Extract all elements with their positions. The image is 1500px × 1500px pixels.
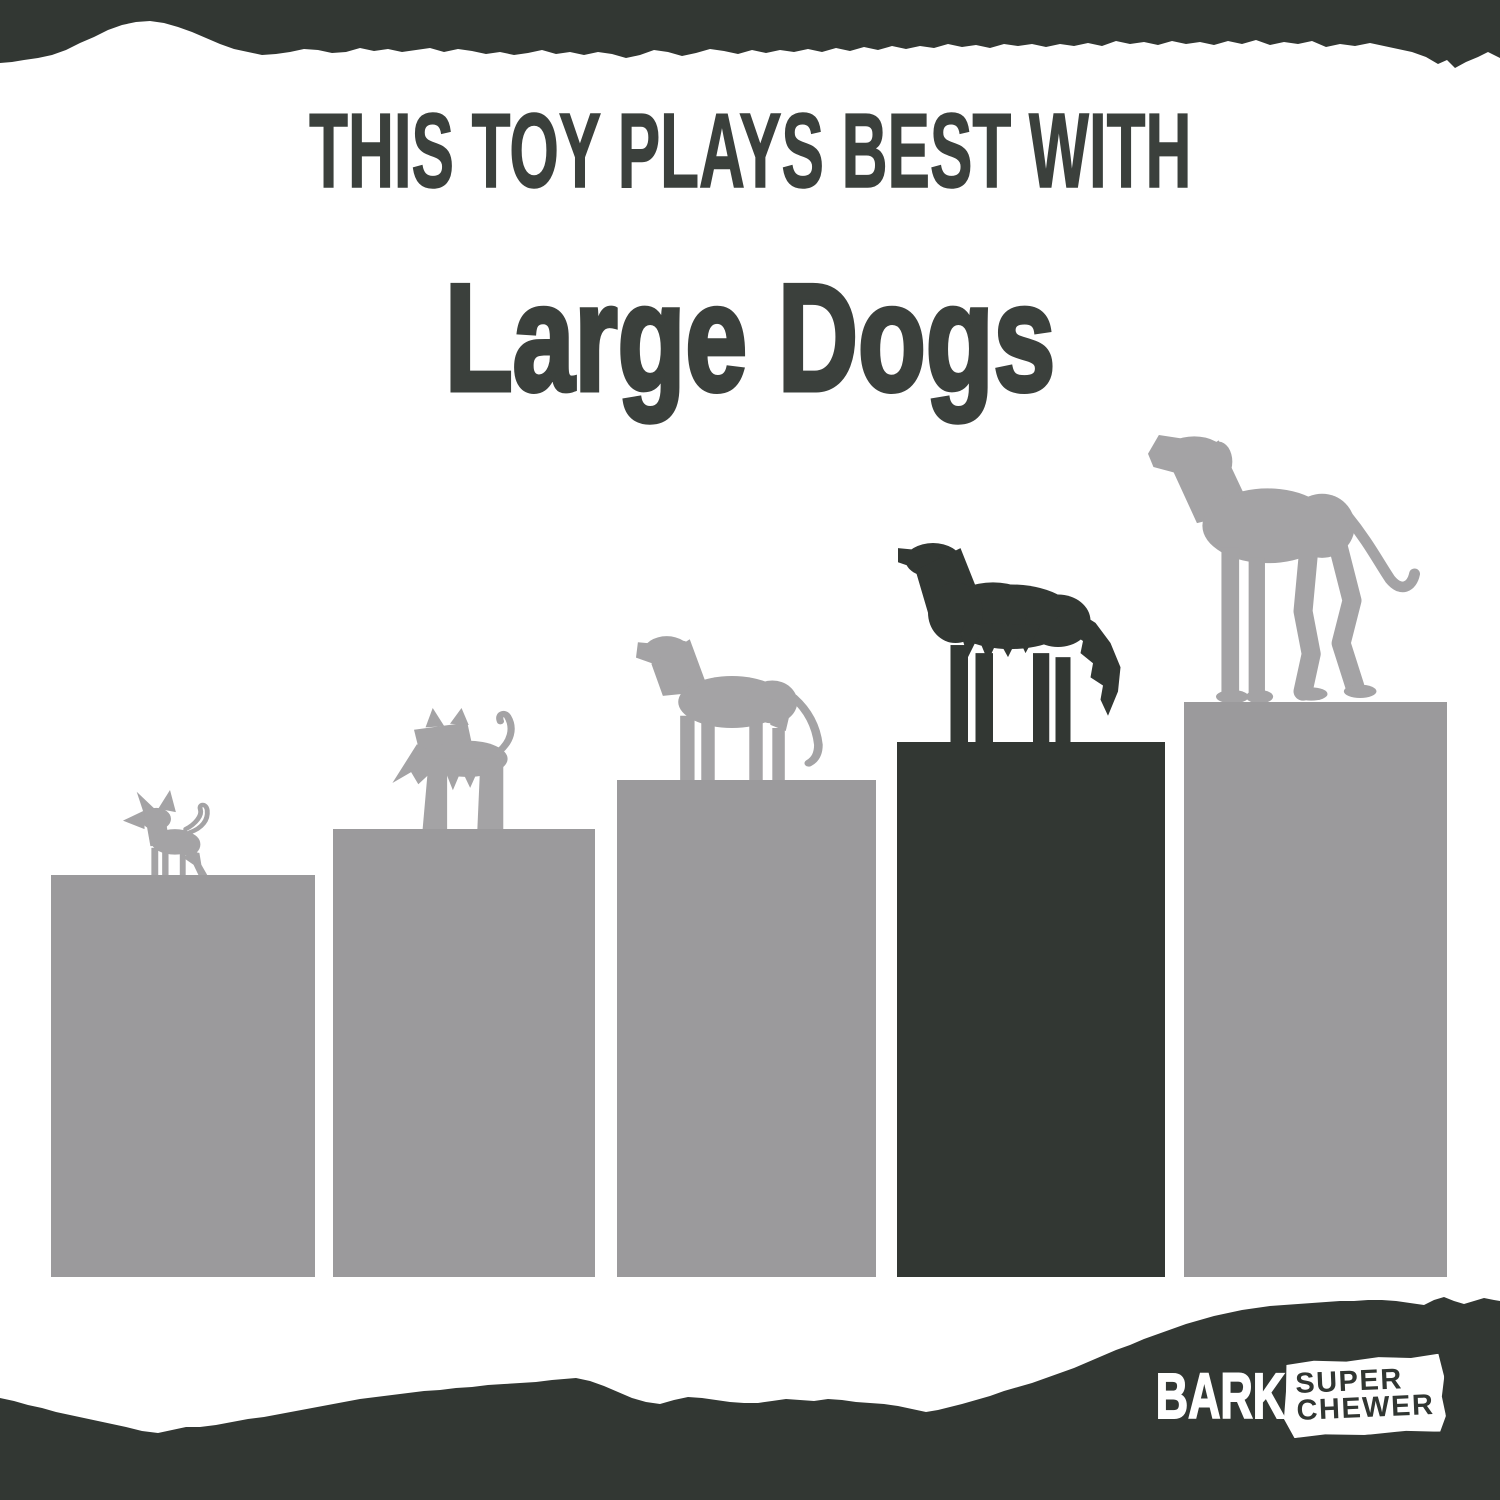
bark-logo-text: BARK — [1155, 1360, 1286, 1432]
golden-retriever-silhouette-icon — [898, 540, 1148, 742]
page-title: Large Dogs — [0, 253, 1500, 423]
chihuahua-silhouette-icon — [121, 790, 219, 875]
size-bar-x-small — [51, 875, 315, 1277]
size-bar-medium — [617, 780, 876, 1277]
torn-paper-top-edge — [0, 0, 1500, 68]
super-chewer-line2: CHEWER — [1295, 1388, 1436, 1427]
bark-logo-wordmark: BARK — [1128, 1360, 1288, 1432]
size-bar-x-large — [1184, 702, 1447, 1277]
scottish-terrier-silhouette-icon — [378, 708, 522, 829]
labrador-silhouette-icon — [636, 627, 828, 780]
size-bar-small — [333, 829, 595, 1277]
great-dane-silhouette-icon — [1148, 435, 1420, 702]
super-chewer-badge: SUPER CHEWER — [1281, 1354, 1446, 1439]
page-title-text: Large Dogs — [443, 253, 1057, 423]
torn-paper-bottom-edge — [0, 1297, 1500, 1500]
size-bar-large-highlighted — [897, 742, 1165, 1277]
title-eyebrow-text: THIS TOY PLAYS BEST WITH — [308, 92, 1192, 210]
title-eyebrow: THIS TOY PLAYS BEST WITH — [0, 92, 1500, 210]
